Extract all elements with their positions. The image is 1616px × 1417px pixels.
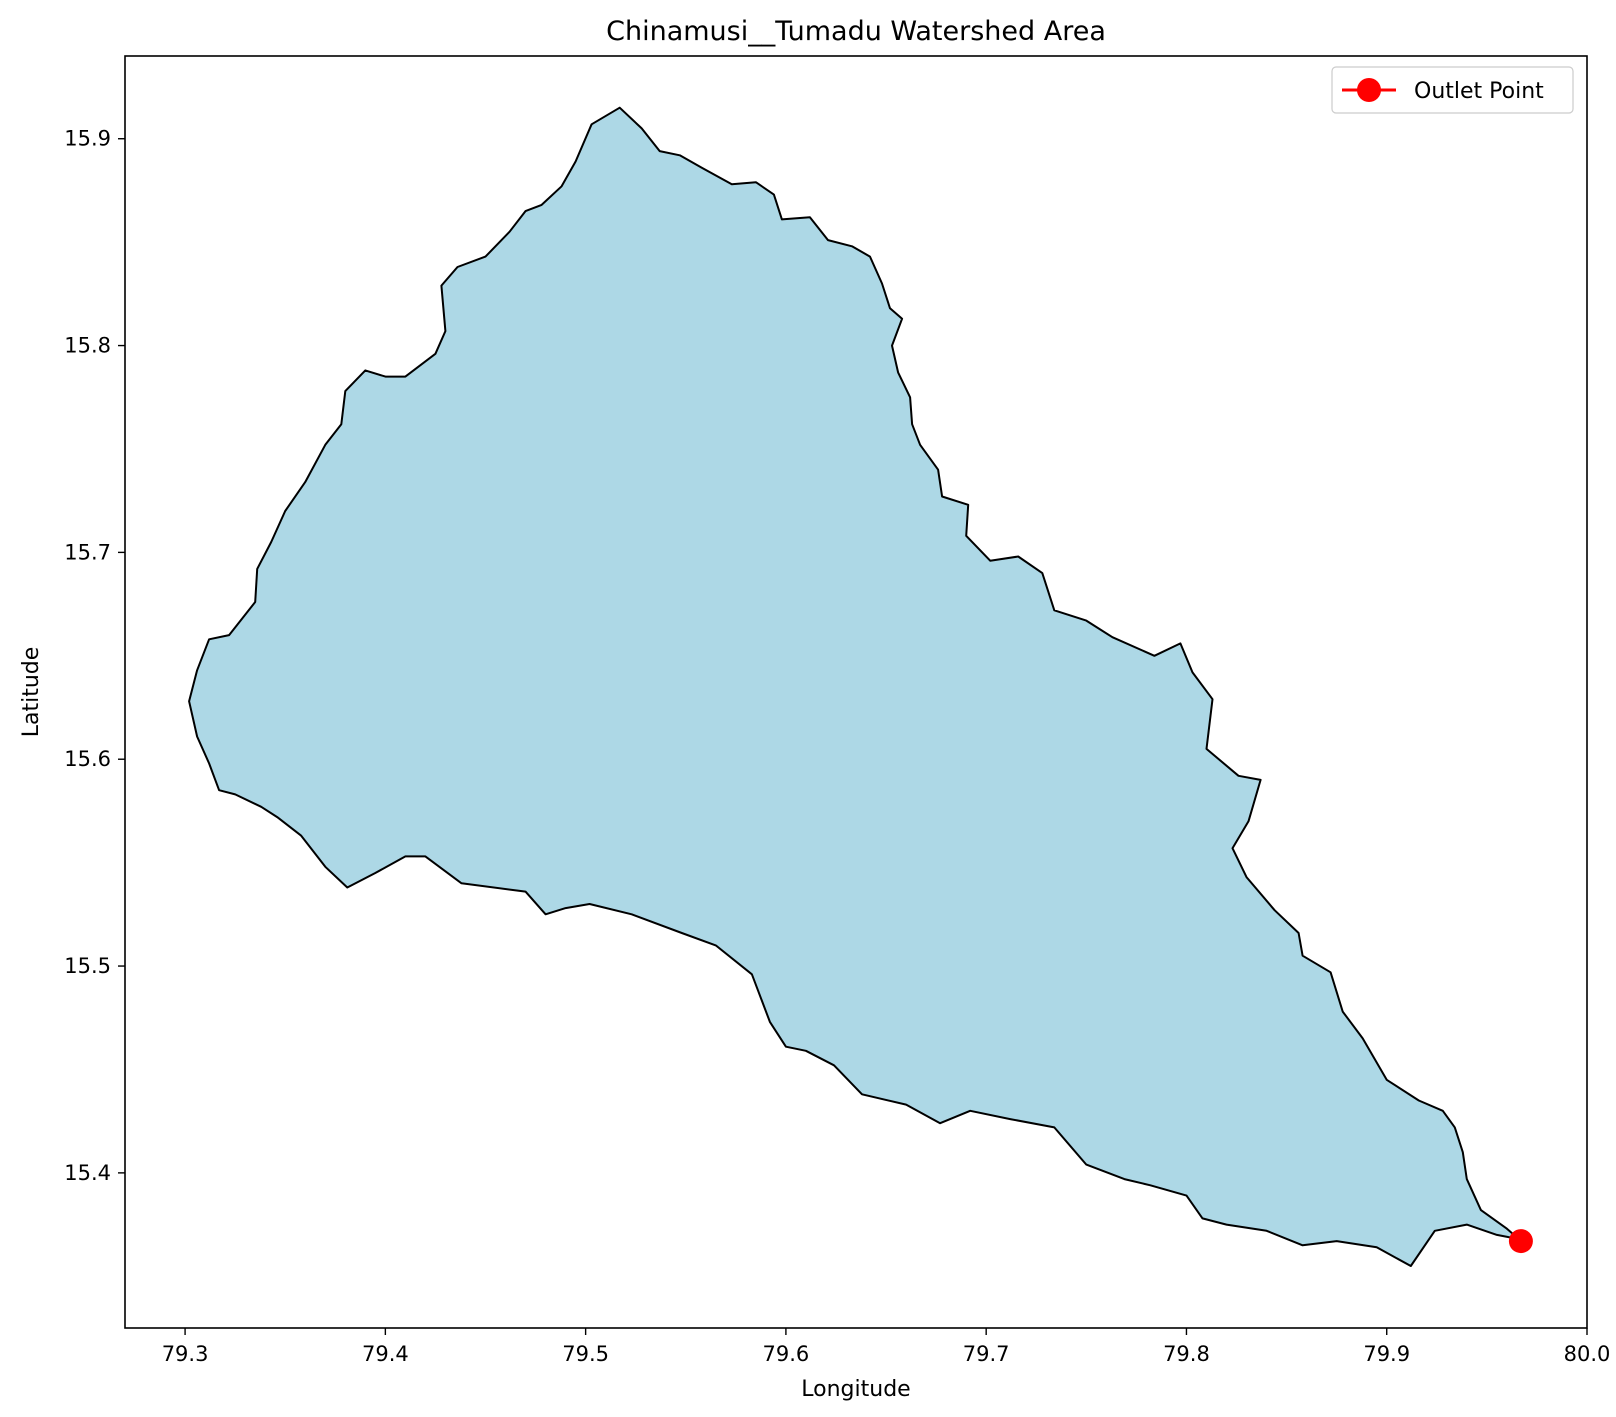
outlet-point-marker — [1508, 1229, 1533, 1254]
x-axis-ticks: 79.3 79.4 79.5 79.6 79.7 79.8 79.9 80.0 — [162, 1328, 1611, 1366]
y-axis-ticks: 15.4 15.5 15.6 15.7 15.8 15.9 — [64, 127, 125, 1185]
axes-frame — [124, 55, 1588, 1329]
x-tick-label: 79.9 — [1363, 1342, 1410, 1366]
y-tick-label: 15.9 — [64, 127, 111, 151]
legend-marker — [1357, 78, 1381, 102]
y-axis-label: Latitude — [19, 647, 44, 738]
chart-title: Chinamusi__Tumadu Watershed Area — [606, 16, 1106, 47]
y-tick-label: 15.5 — [64, 954, 111, 978]
legend: Outlet Point — [1331, 66, 1574, 114]
x-tick-label: 79.8 — [1163, 1342, 1210, 1366]
y-tick-label: 15.4 — [64, 1161, 111, 1185]
legend-label-outlet: Outlet Point — [1414, 79, 1544, 104]
x-tick-label: 80.0 — [1564, 1342, 1611, 1366]
x-tick-label: 79.7 — [963, 1342, 1010, 1366]
y-tick-label: 15.6 — [64, 747, 111, 771]
y-tick-label: 15.7 — [64, 540, 111, 564]
x-tick-label: 79.4 — [362, 1342, 409, 1366]
x-tick-label: 79.6 — [763, 1342, 810, 1366]
y-tick-label: 15.8 — [64, 334, 111, 358]
x-tick-label: 79.5 — [562, 1342, 609, 1366]
legend-box — [1331, 66, 1574, 114]
plot-area — [188, 106, 1533, 1267]
x-axis-label: Longitude — [801, 1377, 910, 1402]
x-tick-label: 79.3 — [162, 1342, 209, 1366]
watershed-polygon — [188, 106, 1520, 1267]
